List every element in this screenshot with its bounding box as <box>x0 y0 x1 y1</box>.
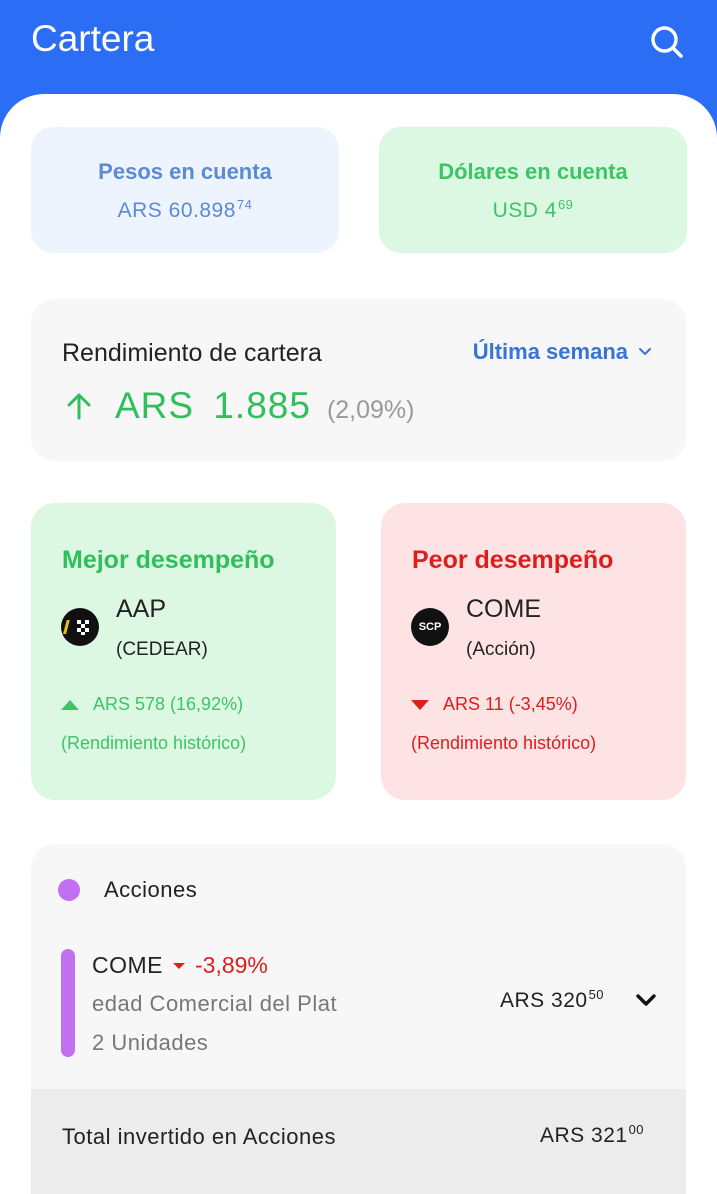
arrow-up-icon <box>67 393 91 420</box>
period-label: Última semana <box>472 339 628 364</box>
period-dropdown[interactable]: Última semana <box>473 339 652 365</box>
portfolio-performance-card: Rendimiento de cartera Última semana ARS… <box>31 299 686 461</box>
pesos-balance-label: Pesos en cuenta <box>98 159 272 184</box>
best-performer-change: ARS 578 (16,92%) <box>61 694 243 715</box>
performance-amount: ARS 1.885 <box>115 385 311 426</box>
worst-performer-title: Peor desempeño <box>412 546 614 574</box>
aap-logo-icon <box>61 608 99 646</box>
total-invested-label: Total invertido en Acciones <box>62 1124 336 1149</box>
performance-title: Rendimiento de cartera <box>62 339 322 367</box>
page-title: Cartera <box>31 18 155 59</box>
best-performer-type: (CEDEAR) <box>116 639 208 660</box>
pesos-balance-value: ARS 60.89874 <box>117 197 253 222</box>
best-performer-symbol: AAP <box>116 595 167 623</box>
holding-symbol-row: COME -3,89% <box>92 952 268 979</box>
worst-performer-change: ARS 11 (-3,45%) <box>411 694 578 715</box>
content-sheet: Pesos en cuenta ARS 60.89874 Dólares en … <box>0 94 717 1194</box>
search-icon <box>651 26 683 58</box>
usd-balance-value: USD 469 <box>492 197 574 222</box>
scp-logo-icon: SCP <box>411 608 449 646</box>
search-button[interactable] <box>645 20 689 64</box>
worst-performer-type: (Acción) <box>466 639 536 660</box>
holding-symbol: COME <box>92 952 163 978</box>
total-invested-row: Total invertido en Acciones ARS 32100 <box>31 1089 686 1194</box>
worst-performer-card[interactable]: Peor desempeño SCP COME (Acción) ARS 11 … <box>381 503 686 800</box>
category-dot-icon <box>58 879 80 901</box>
best-performer-history-label: (Rendimiento histórico) <box>61 733 247 753</box>
total-invested-value: ARS 32100 <box>540 1122 645 1147</box>
triangle-down-icon <box>173 962 185 969</box>
performance-percent: (2,09%) <box>326 396 415 424</box>
holding-units: 2 Unidades <box>92 1030 209 1055</box>
chevron-down-icon[interactable] <box>634 991 658 1011</box>
best-performer-card[interactable]: Mejor desempeño AAP (CEDEAR) ARS 578 (16… <box>31 503 336 800</box>
holdings-card: Acciones COME -3,89% edad Comercial del … <box>31 844 686 1194</box>
holding-value: ARS 32050 <box>500 987 605 1012</box>
category-label: Acciones <box>104 877 198 902</box>
chevron-down-icon <box>639 348 651 355</box>
holding-change: -3,89% <box>195 952 268 978</box>
worst-performer-symbol: COME <box>466 595 541 623</box>
usd-balance-card[interactable]: Dólares en cuenta USD 469 <box>379 127 687 253</box>
usd-balance-label: Dólares en cuenta <box>438 159 628 184</box>
holding-color-bar <box>61 949 75 1057</box>
triangle-down-icon <box>411 699 429 710</box>
best-performer-title: Mejor desempeño <box>62 546 275 574</box>
holding-row[interactable]: COME -3,89% edad Comercial del Plat 2 Un… <box>31 944 686 1060</box>
triangle-up-icon <box>61 699 79 710</box>
pesos-balance-card[interactable]: Pesos en cuenta ARS 60.89874 <box>31 127 339 253</box>
performance-value-row: ARS 1.885 (2,09%) <box>65 385 415 427</box>
holding-name: edad Comercial del Plat <box>92 991 338 1016</box>
worst-performer-history-label: (Rendimiento histórico) <box>411 733 597 753</box>
